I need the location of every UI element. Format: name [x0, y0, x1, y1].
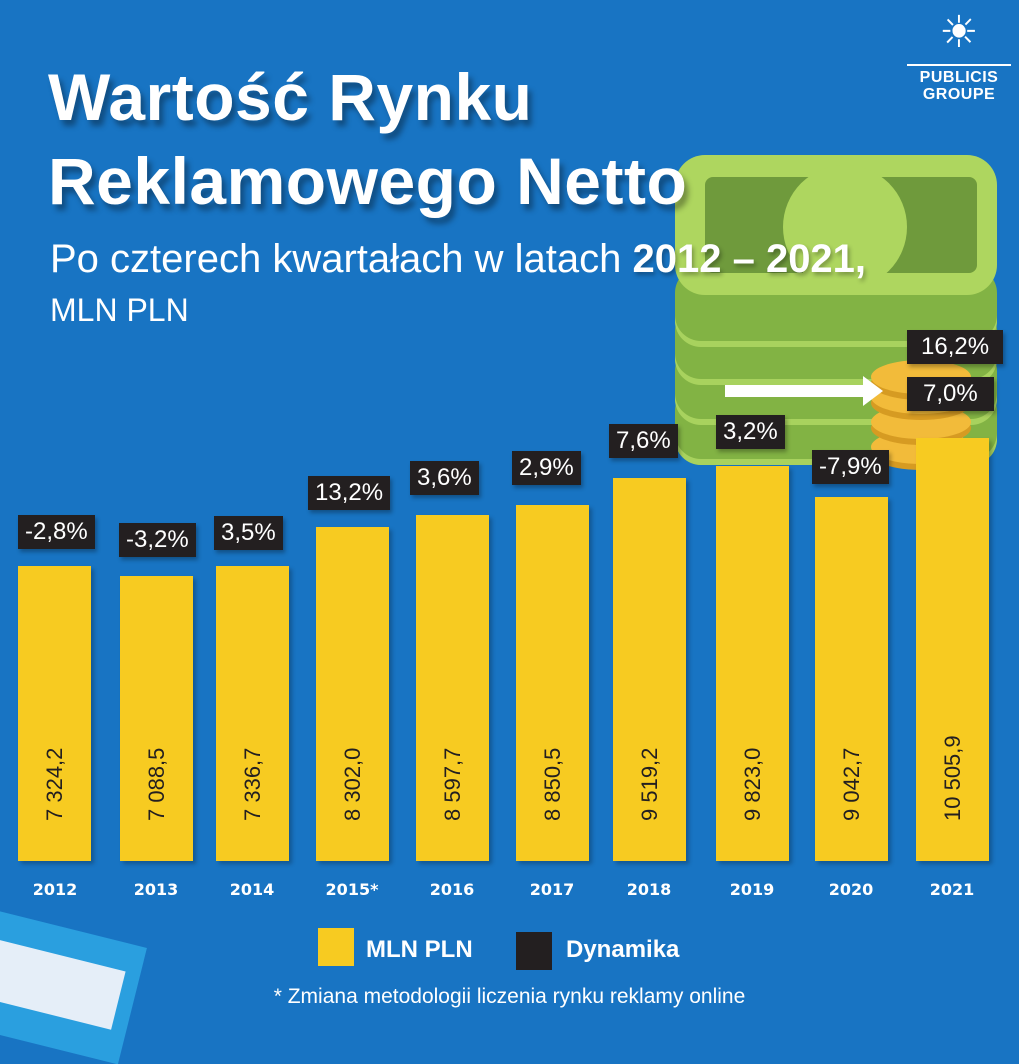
bar-value: 9 042,7: [838, 747, 864, 821]
legend-swatch-mln-pln: [318, 928, 354, 966]
x-tick-2014: 2014: [229, 880, 275, 899]
bar-value: 10 505,9: [939, 735, 965, 821]
x-tick-2016: 2016: [429, 880, 475, 899]
title-line-1: Wartość Rynku: [48, 60, 533, 134]
logo-line-2: GROUPE: [922, 86, 996, 103]
dyn-label-2015: 13,2%: [308, 476, 391, 510]
unit-label: MLN PLN: [50, 292, 189, 328]
dyn-label-2017: 2,9%: [512, 451, 581, 485]
bar-value: 7 088,5: [143, 747, 169, 821]
bar-2021: 10 505,9: [916, 438, 989, 861]
bar-value: 7 336,7: [239, 747, 265, 821]
bar-value: 8 597,7: [439, 747, 465, 821]
subtitle-range: 2012 – 2021,: [632, 237, 867, 281]
dyn-label-2019: 3,2%: [716, 415, 785, 449]
bar-2017: 8 850,5: [516, 505, 589, 861]
bar-2016: 8 597,7: [416, 515, 489, 861]
bar-value: 8 302,0: [339, 747, 365, 821]
bar-value: 9 519,2: [636, 747, 662, 821]
legend-label-mln-pln: MLN PLN: [366, 936, 473, 963]
logo-line-1: PUBLICIS: [919, 69, 999, 86]
subtitle: Po czterech kwartałach w latach 2012 – 2…: [50, 234, 866, 284]
x-tick-2021: 2021: [929, 880, 975, 899]
dyn-label-2021-secondary: 7,0%: [907, 377, 994, 411]
publicis-logo: ☀ PUBLICIS GROUPE: [903, 4, 1015, 103]
dyn-label-2014: 3,5%: [214, 516, 283, 550]
x-tick-2015: 2015*: [325, 880, 379, 899]
bar-2014: 7 336,7: [216, 566, 289, 861]
dyn-label-2012: -2,8%: [18, 515, 95, 549]
bar-2013: 7 088,5: [120, 576, 193, 861]
x-tick-2019: 2019: [729, 880, 775, 899]
bar-2019: 9 823,0: [716, 466, 789, 861]
bar-2020: 9 042,7: [815, 497, 888, 861]
dyn-label-2021: 16,2%: [907, 330, 1004, 364]
footnote: * Zmiana metodologii liczenia rynku rekl…: [273, 985, 746, 1008]
bar-value: 8 850,5: [539, 747, 565, 821]
bar-2015: 8 302,0: [316, 527, 389, 861]
bar-value: 9 823,0: [739, 747, 765, 821]
x-tick-2017: 2017: [529, 880, 575, 899]
dyn-label-2016: 3,6%: [410, 461, 479, 495]
x-tick-2012: 2012: [32, 880, 78, 899]
publicis-lion-icon: ☀: [939, 7, 979, 58]
title-line-2: Reklamowego Netto: [48, 144, 688, 218]
legend-swatch-dynamika: [516, 932, 552, 970]
bar-2012: 7 324,2: [18, 566, 91, 861]
dyn-label-2013: -3,2%: [119, 523, 196, 557]
arrow-icon: [725, 376, 883, 406]
dyn-label-2020: -7,9%: [812, 450, 889, 484]
bar-2018: 9 519,2: [613, 478, 686, 861]
x-tick-2020: 2020: [828, 880, 874, 899]
x-tick-2018: 2018: [626, 880, 672, 899]
x-tick-2013: 2013: [133, 880, 179, 899]
subtitle-prefix: Po czterech kwartałach w latach: [50, 237, 633, 281]
page-title: Wartość Rynku Reklamowego Netto: [48, 55, 687, 223]
bar-value: 7 324,2: [41, 747, 67, 821]
legend-label-dynamika: Dynamika: [566, 936, 680, 963]
dyn-label-2018: 7,6%: [609, 424, 678, 458]
